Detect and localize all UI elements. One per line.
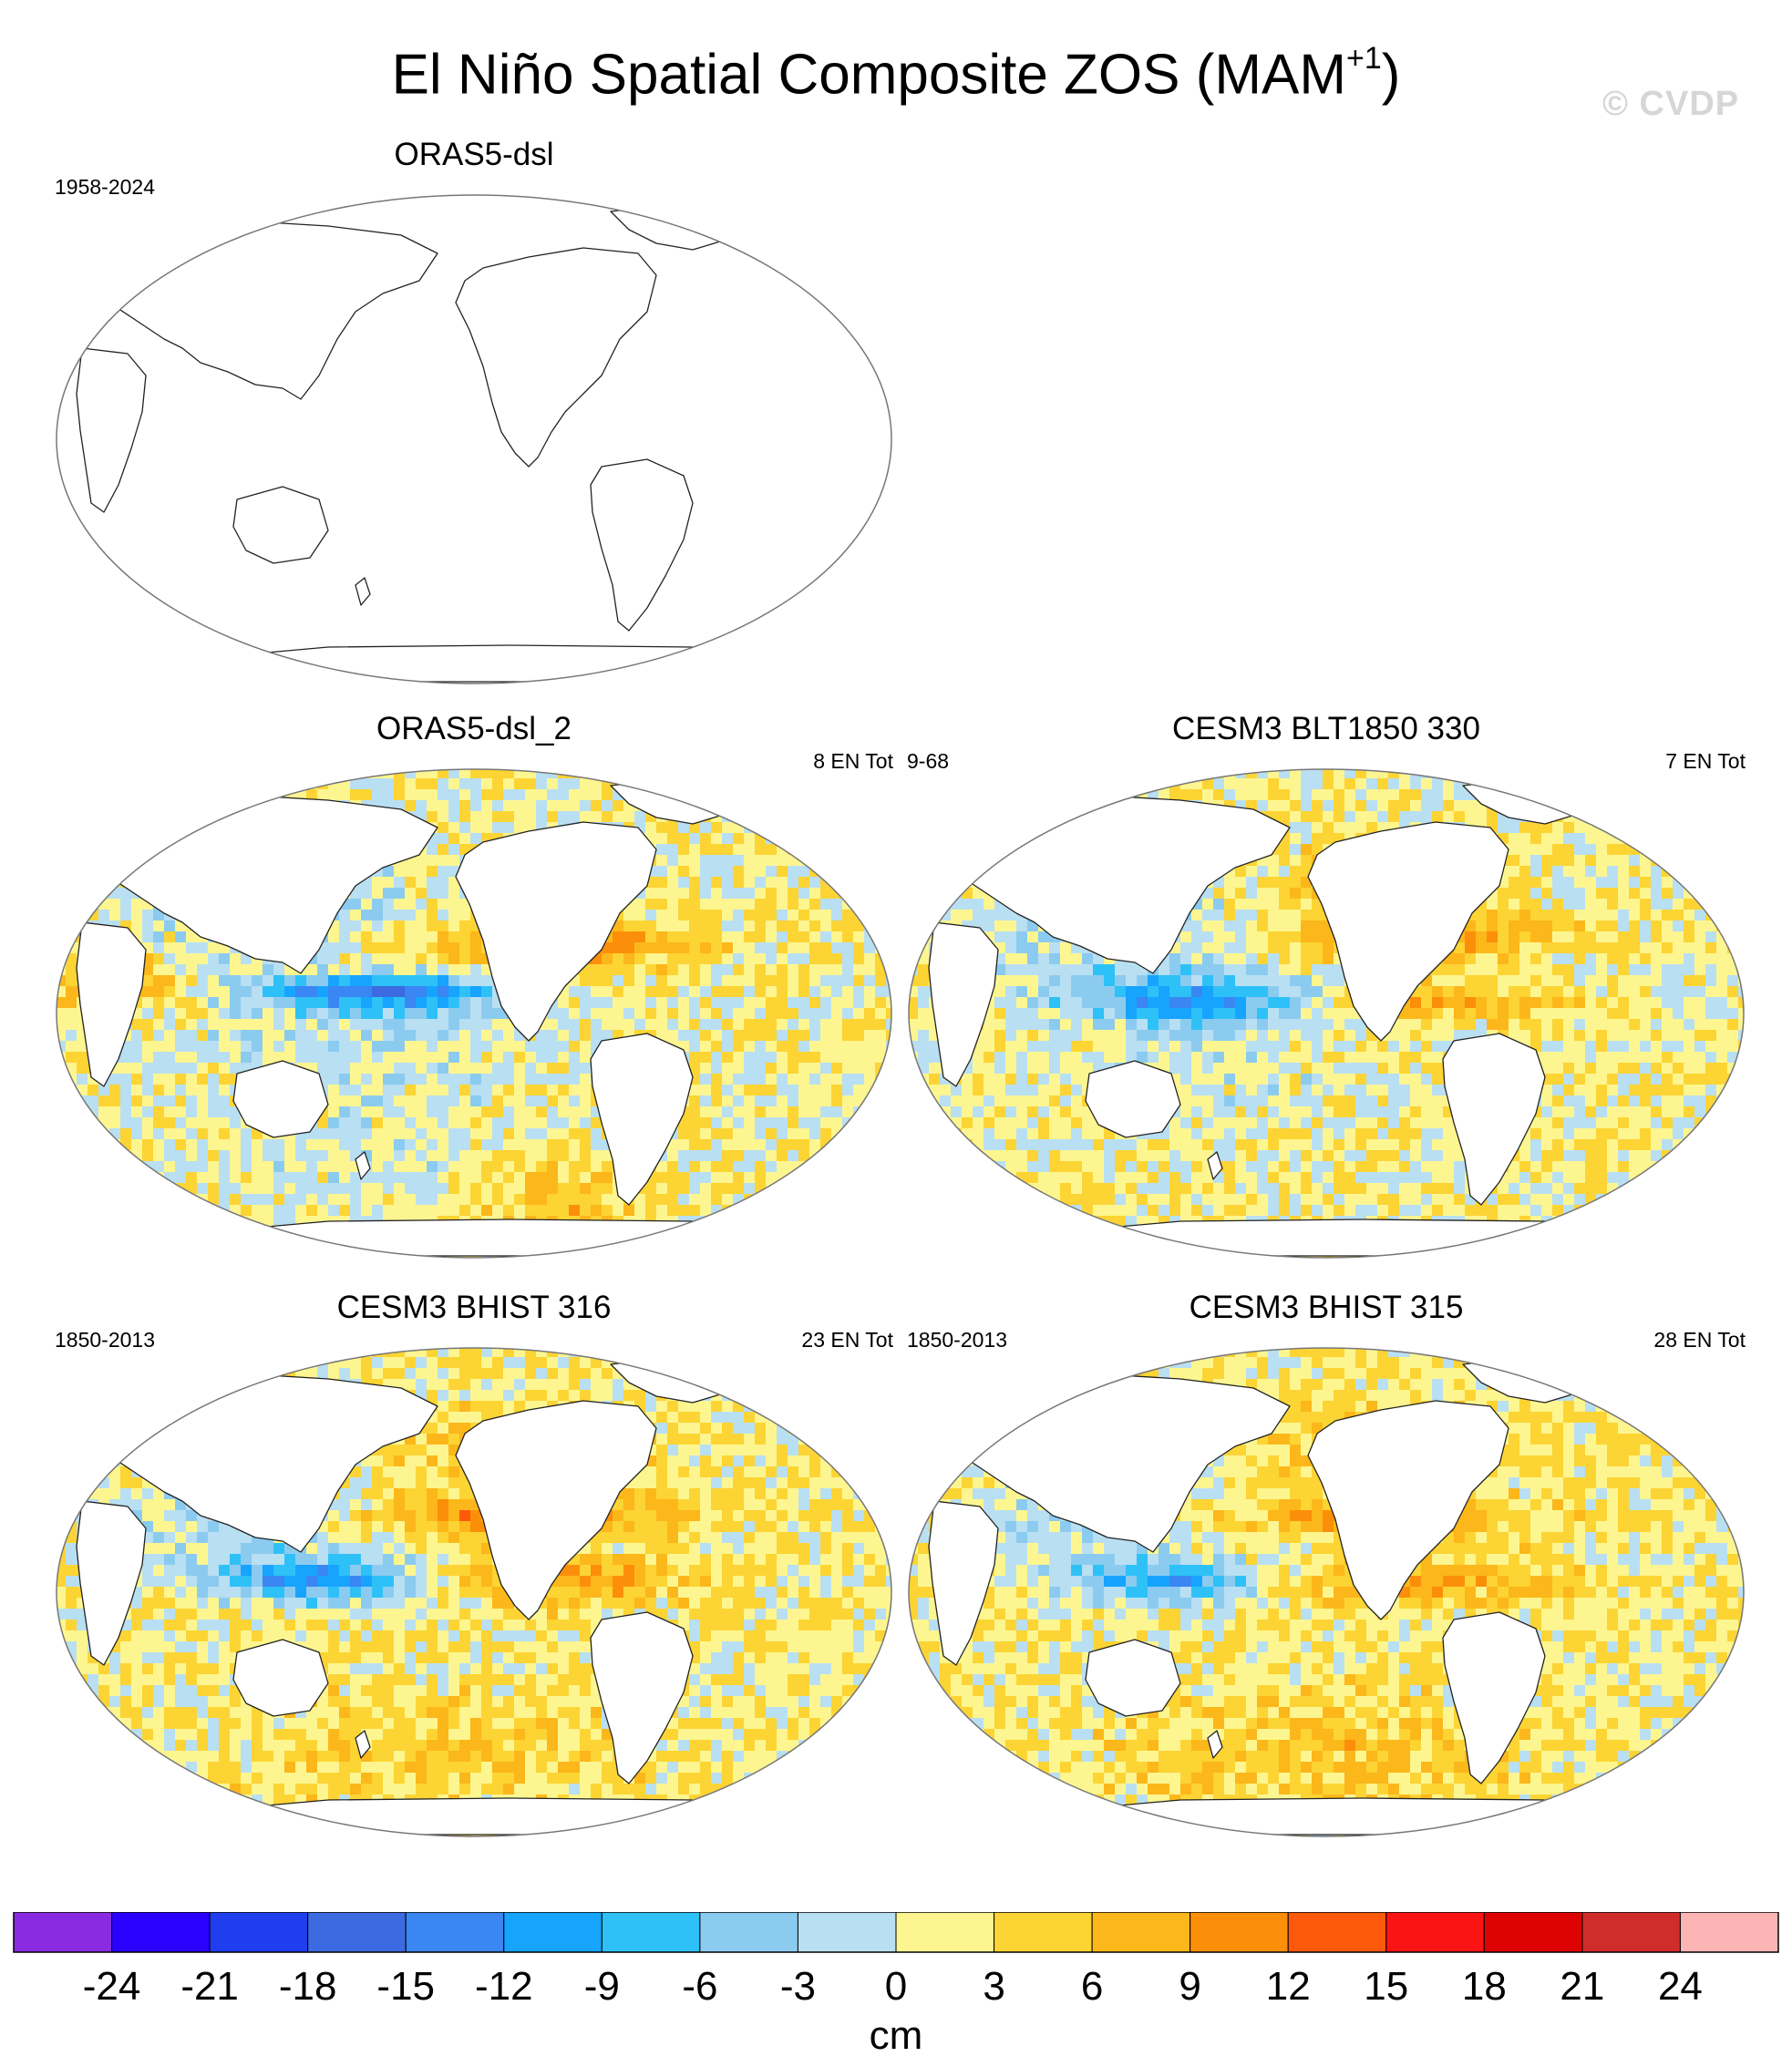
landmass-samerica (1442, 1611, 1546, 1784)
colorbar-label: -9 (584, 1964, 620, 2009)
landmass-australia (232, 1060, 329, 1138)
map-panel: ORAS5-dsl_2 8 EN Tot (55, 711, 893, 1276)
landmass-namerica (455, 821, 657, 1042)
map-outline (56, 1347, 892, 1837)
landmass-nz (1207, 1730, 1223, 1759)
colorbar-unit: cm (870, 2013, 923, 2058)
coastlines (63, 201, 803, 683)
panel-count: 7 EN Tot (1665, 749, 1746, 773)
colorbar-label: 6 (1081, 1964, 1103, 2009)
colorbar-swatch (994, 1912, 1093, 1953)
landmass-nz (355, 577, 371, 606)
colorbar-swatch (699, 1912, 798, 1953)
landmass-antarctica (1006, 1219, 1655, 1257)
colorbar-swatch (13, 1912, 113, 1953)
colorbar-swatch (111, 1912, 211, 1953)
landmass-africa (928, 921, 999, 1087)
panel-title: CESM3 BLT1850 330 (1172, 711, 1480, 746)
landmass-australia (232, 1639, 329, 1717)
landmass-nz (1207, 1151, 1223, 1180)
colorbar-swatch (1679, 1912, 1779, 1953)
colorbar-label: 24 (1658, 1964, 1703, 2009)
colorbar-label: 9 (1179, 1964, 1200, 2009)
landmass-samerica (590, 1033, 694, 1206)
map-panel: CESM3 BHIST 316 1850-2013 23 EN Tot (55, 1290, 893, 1855)
landmass-samerica (590, 458, 694, 632)
colorbar-label: 12 (1266, 1964, 1311, 2009)
map-outline (56, 194, 892, 684)
landmass-antarctica (154, 1797, 803, 1836)
colorbar-swatch (1385, 1912, 1485, 1953)
colorbar-swatch (405, 1912, 505, 1953)
landmass-namerica (1307, 1400, 1509, 1620)
map-outline (908, 768, 1745, 1259)
panel-title: ORAS5-dsl (394, 137, 554, 172)
panel-years: 1958-2024 (55, 175, 155, 199)
colorbar-label: -24 (83, 1964, 141, 2009)
landmass-australia (232, 486, 329, 564)
landmass-australia (1085, 1639, 1181, 1717)
colorbar-swatch (1483, 1912, 1583, 1953)
colorbar-label: 0 (885, 1964, 907, 2009)
landmass-antarctica (154, 1219, 803, 1257)
map-svg (56, 1347, 892, 1837)
panel-years: 1850-2013 (55, 1328, 155, 1352)
colorbar-swatch (1091, 1912, 1191, 1953)
map-svg (56, 194, 892, 684)
map-svg (56, 768, 892, 1259)
panel-years: 1850-2013 (907, 1328, 1007, 1352)
colorbar-swatch (1190, 1912, 1289, 1953)
panel-count: 23 EN Tot (801, 1328, 893, 1352)
map-outline (908, 1347, 1745, 1837)
panel-count: 8 EN Tot (813, 749, 893, 773)
colorbar-swatch (601, 1912, 701, 1953)
map-svg (908, 768, 1745, 1259)
colorbar-label: 3 (983, 1964, 1004, 2009)
colorbar-swatch (895, 1912, 995, 1953)
panel-title: CESM3 BHIST 316 (336, 1290, 612, 1325)
colorbar-swatch (1287, 1912, 1387, 1953)
landmass-samerica (590, 1611, 694, 1784)
landmass-australia (1085, 1060, 1181, 1138)
watermark: © CVDP (1602, 85, 1740, 123)
map-outline (56, 768, 892, 1259)
colorbar-label: -3 (780, 1964, 816, 2009)
landmass-nz (355, 1151, 371, 1180)
colorbar-swatch (797, 1912, 897, 1953)
landmass-africa (928, 1500, 999, 1666)
panel-title: CESM3 BHIST 315 (1189, 1290, 1464, 1325)
map-panel: CESM3 BHIST 315 1850-2013 28 EN Tot (907, 1290, 1746, 1855)
colorbar-label: 18 (1462, 1964, 1507, 2009)
landmass-antarctica (1006, 1797, 1655, 1836)
map-panel: ORAS5-dsl 1958-2024 (55, 137, 893, 702)
landmass-nz (355, 1730, 371, 1759)
panel-count: 28 EN Tot (1653, 1328, 1746, 1352)
main-title: El Niño Spatial Composite ZOS (MAM+1) (391, 41, 1401, 107)
map-panel: CESM3 BLT1850 330 9-68 7 EN Tot (907, 711, 1746, 1276)
colorbar-swatch (503, 1912, 602, 1953)
landmass-africa (76, 347, 147, 513)
colorbar-label: 15 (1364, 1964, 1408, 2009)
colorbar-label: -6 (682, 1964, 717, 2009)
map-svg (908, 1347, 1745, 1837)
landmass-antarctica (154, 644, 803, 683)
colorbar-swatch (209, 1912, 309, 1953)
colorbar-swatch (1581, 1912, 1681, 1953)
colorbar: -24 -21 -18 -15 -12 -9 -6 -3 0 3 6 9 12 15 18 21 24 cm (13, 1912, 1779, 2058)
panel-title: ORAS5-dsl_2 (376, 711, 572, 746)
panel-years: 9-68 (907, 749, 950, 773)
colorbar-label: -12 (475, 1964, 533, 2009)
colorbar-swatch (307, 1912, 407, 1953)
landmass-africa (76, 1500, 147, 1666)
landmass-namerica (1307, 821, 1509, 1042)
landmass-namerica (455, 247, 657, 468)
landmass-samerica (1442, 1033, 1546, 1206)
colorbar-label: -18 (279, 1964, 337, 2009)
landmass-namerica (455, 1400, 657, 1620)
colorbar-label: -21 (180, 1964, 239, 2009)
landmass-africa (76, 921, 147, 1087)
colorbar-label: -15 (376, 1964, 435, 2009)
colorbar-label: 21 (1560, 1964, 1604, 2009)
